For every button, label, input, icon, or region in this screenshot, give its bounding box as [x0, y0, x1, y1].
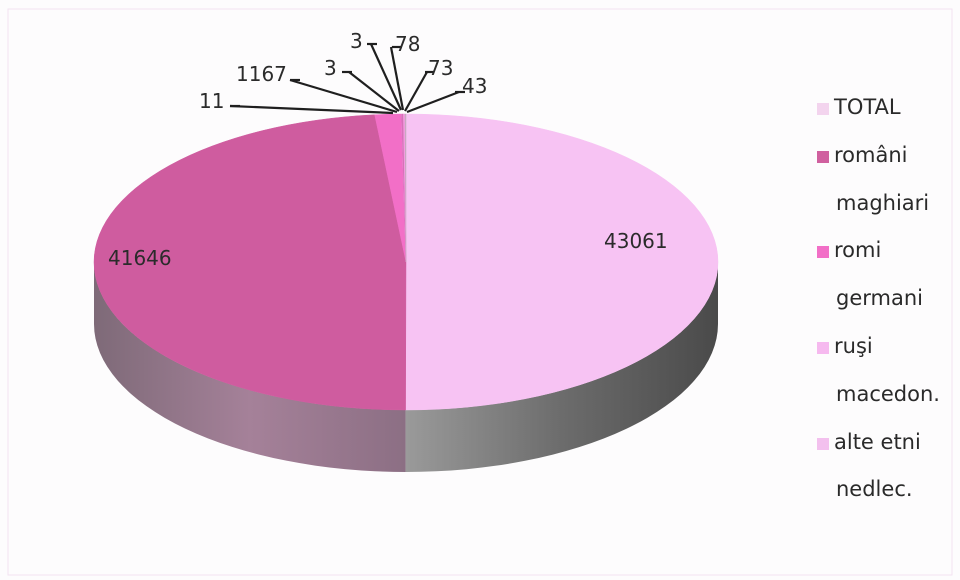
legend-item-alte-etni: alte etni — [817, 419, 957, 467]
legend-label: romi — [834, 238, 882, 263]
leader-line-alte-etni — [404, 71, 428, 112]
pie-slice-nedlec — [404, 113, 407, 263]
legend-label: germani — [836, 286, 923, 311]
legend-item-rusi: ruşi — [817, 323, 957, 371]
data-label-romi: 11 — [199, 89, 224, 113]
data-label-romani: 41646 — [108, 246, 172, 270]
legend-swatch — [817, 246, 829, 259]
leader-line-nedlec — [406, 90, 460, 114]
legend-label: macedon. — [836, 381, 940, 406]
legend-swatch — [817, 437, 829, 450]
data-label-nedlec: 43 — [462, 74, 487, 98]
legend-label: ruşi — [834, 333, 873, 358]
data-label-rusi: 3 — [350, 29, 363, 53]
legend-item-romani: români — [817, 132, 957, 180]
pie-slice-total — [405, 113, 718, 411]
legend-label: TOTAL — [834, 95, 901, 119]
chart-legend: TOTAL români maghiari romi germani ruşi macedo… — [817, 84, 957, 514]
leader-line-romi — [229, 104, 394, 115]
legend-swatch — [817, 341, 829, 354]
pie-top-faces — [93, 113, 718, 411]
data-labels: 43061 41646 1167 11 33 78 73 43 — [108, 29, 668, 270]
legend-item-macedon: macedon. — [817, 371, 957, 419]
legend-item-total: TOTAL — [817, 84, 957, 132]
legend-label: nedlec. — [836, 477, 913, 502]
data-label-germani: 3 — [324, 56, 337, 80]
legend-label: români — [834, 142, 908, 167]
label-leader-lines — [229, 42, 465, 115]
pie-sides — [93, 262, 718, 472]
pie-side-romani — [93, 262, 406, 472]
data-label-total: 43061 — [604, 229, 668, 253]
legend-swatch — [817, 150, 829, 163]
leader-line-germani — [348, 71, 400, 112]
legend-item-romi: romi — [817, 227, 957, 275]
legend-label: alte etni — [834, 429, 921, 454]
legend-item-maghiari: maghiari — [817, 180, 957, 228]
legend-swatch — [817, 103, 829, 115]
pie-side-total — [405, 262, 718, 472]
pie-slice-romani — [93, 114, 407, 411]
leader-line-maghiari — [289, 78, 398, 114]
data-label-maghiari: 1167 — [236, 62, 287, 86]
data-label-macedon: 78 — [395, 32, 420, 56]
data-label-alte-etni: 73 — [428, 56, 453, 80]
legend-item-germani: germani — [817, 275, 957, 323]
legend-label: maghiari — [836, 190, 930, 215]
leader-line-macedon — [389, 46, 405, 111]
leader-line-rusi — [369, 43, 403, 111]
legend-item-nedlec: nedlec. — [817, 466, 957, 514]
